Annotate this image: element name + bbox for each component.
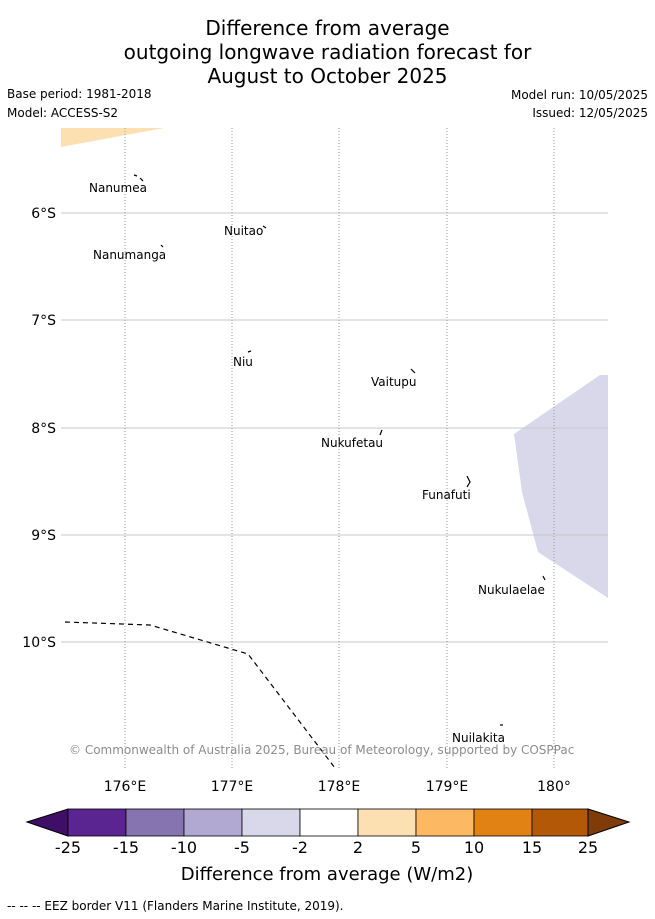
colorbar-segment [473, 808, 533, 837]
place-label-nuitao: Nuitao [224, 224, 263, 238]
place-label-nukulaelae: Nukulaelae [478, 583, 545, 597]
lat-label-10s: 10°S [22, 635, 56, 651]
map-title: Difference from average outgoing longwav… [0, 16, 655, 88]
colorbar-segment [183, 808, 243, 837]
lon-label-180: 180° [537, 779, 571, 795]
colorbar-segment [125, 808, 185, 837]
lat-label-6s: 6°S [31, 206, 56, 222]
funafuti-island-shape [466, 475, 471, 488]
colorbar-tick-label: 15 [522, 838, 542, 857]
colorbar-segment [241, 808, 301, 837]
model-run-label: Model run: 10/05/2025 [510, 88, 648, 102]
colorbar-tick-label: -5 [234, 838, 250, 857]
island-shapes [133, 174, 546, 726]
colorbar-tick-label: -2 [292, 838, 308, 857]
colorbar-tick-label: 10 [464, 838, 484, 857]
colorbar-tick-label: 25 [578, 838, 598, 857]
place-label-nuilakita: Nuilakita [452, 731, 505, 745]
place-label-nukufetau: Nukufetau [321, 436, 383, 450]
positive-anomaly-region [61, 128, 164, 147]
niu-island-shape [247, 350, 252, 353]
place-label-vaitupu: Vaitupu [371, 375, 417, 389]
colorbar-tick-label: -10 [171, 838, 197, 857]
latitude-gridlines [61, 212, 608, 643]
colorbar-tick-label: 5 [411, 838, 421, 857]
place-label-nanumanga: Nanumanga [93, 248, 166, 262]
eez-border-footnote: -- -- -- EEZ border V11 (Flanders Marine… [7, 899, 344, 913]
colorbar-segment [357, 808, 417, 837]
colorbar-segment [67, 808, 127, 837]
lat-label-9s: 9°S [31, 528, 56, 544]
issued-label: Issued: 12/05/2025 [532, 106, 648, 120]
negative-anomaly-region [514, 375, 608, 598]
lon-label-176e: 176°E [104, 779, 147, 795]
copyright-notice: © Commonwealth of Australia 2025, Bureau… [69, 743, 574, 757]
base-period-label: Base period: 1981-2018 [7, 87, 152, 101]
colorbar-tick-label: -15 [113, 838, 139, 857]
colorbar-segment [531, 808, 589, 837]
eez-border-line [64, 621, 336, 769]
lon-label-178e: 178°E [318, 779, 361, 795]
colorbar-segment [299, 808, 359, 837]
lon-label-179e: 179°E [426, 779, 469, 795]
nanumea-island-shape [133, 174, 144, 182]
place-label-funafuti: Funafuti [422, 488, 471, 502]
colorbar-tick-label: -25 [55, 838, 81, 857]
nuitao-island-shape [262, 225, 267, 229]
lat-label-8s: 8°S [31, 421, 56, 437]
place-label-niu: Niu [233, 355, 253, 369]
colorbar-low-arrow [25, 808, 69, 837]
nanumanga-island-shape [160, 244, 164, 248]
title-line-1: Difference from average [205, 16, 450, 40]
lon-label-177e: 177°E [211, 779, 254, 795]
lat-label-7s: 7°S [31, 313, 56, 329]
nukulaelae-island-shape [542, 575, 546, 581]
colorbar-title: Difference from average (W/m2) [181, 864, 473, 885]
colorbar: -25 -15 -10 -5 -2 2 5 10 15 25 Differenc… [25, 808, 631, 885]
vaitupu-island-shape [410, 368, 416, 374]
colorbar-segment [415, 808, 475, 837]
colorbar-high-arrow [587, 808, 631, 837]
title-line-2: outgoing longwave radiation forecast for [123, 40, 532, 64]
nukufetau-island-shape [379, 429, 383, 436]
model-label: Model: ACCESS-S2 [7, 106, 119, 120]
title-line-3: August to October 2025 [207, 64, 448, 88]
colorbar-tick-label: 2 [353, 838, 363, 857]
place-label-nanumea: Nanumea [89, 181, 147, 195]
